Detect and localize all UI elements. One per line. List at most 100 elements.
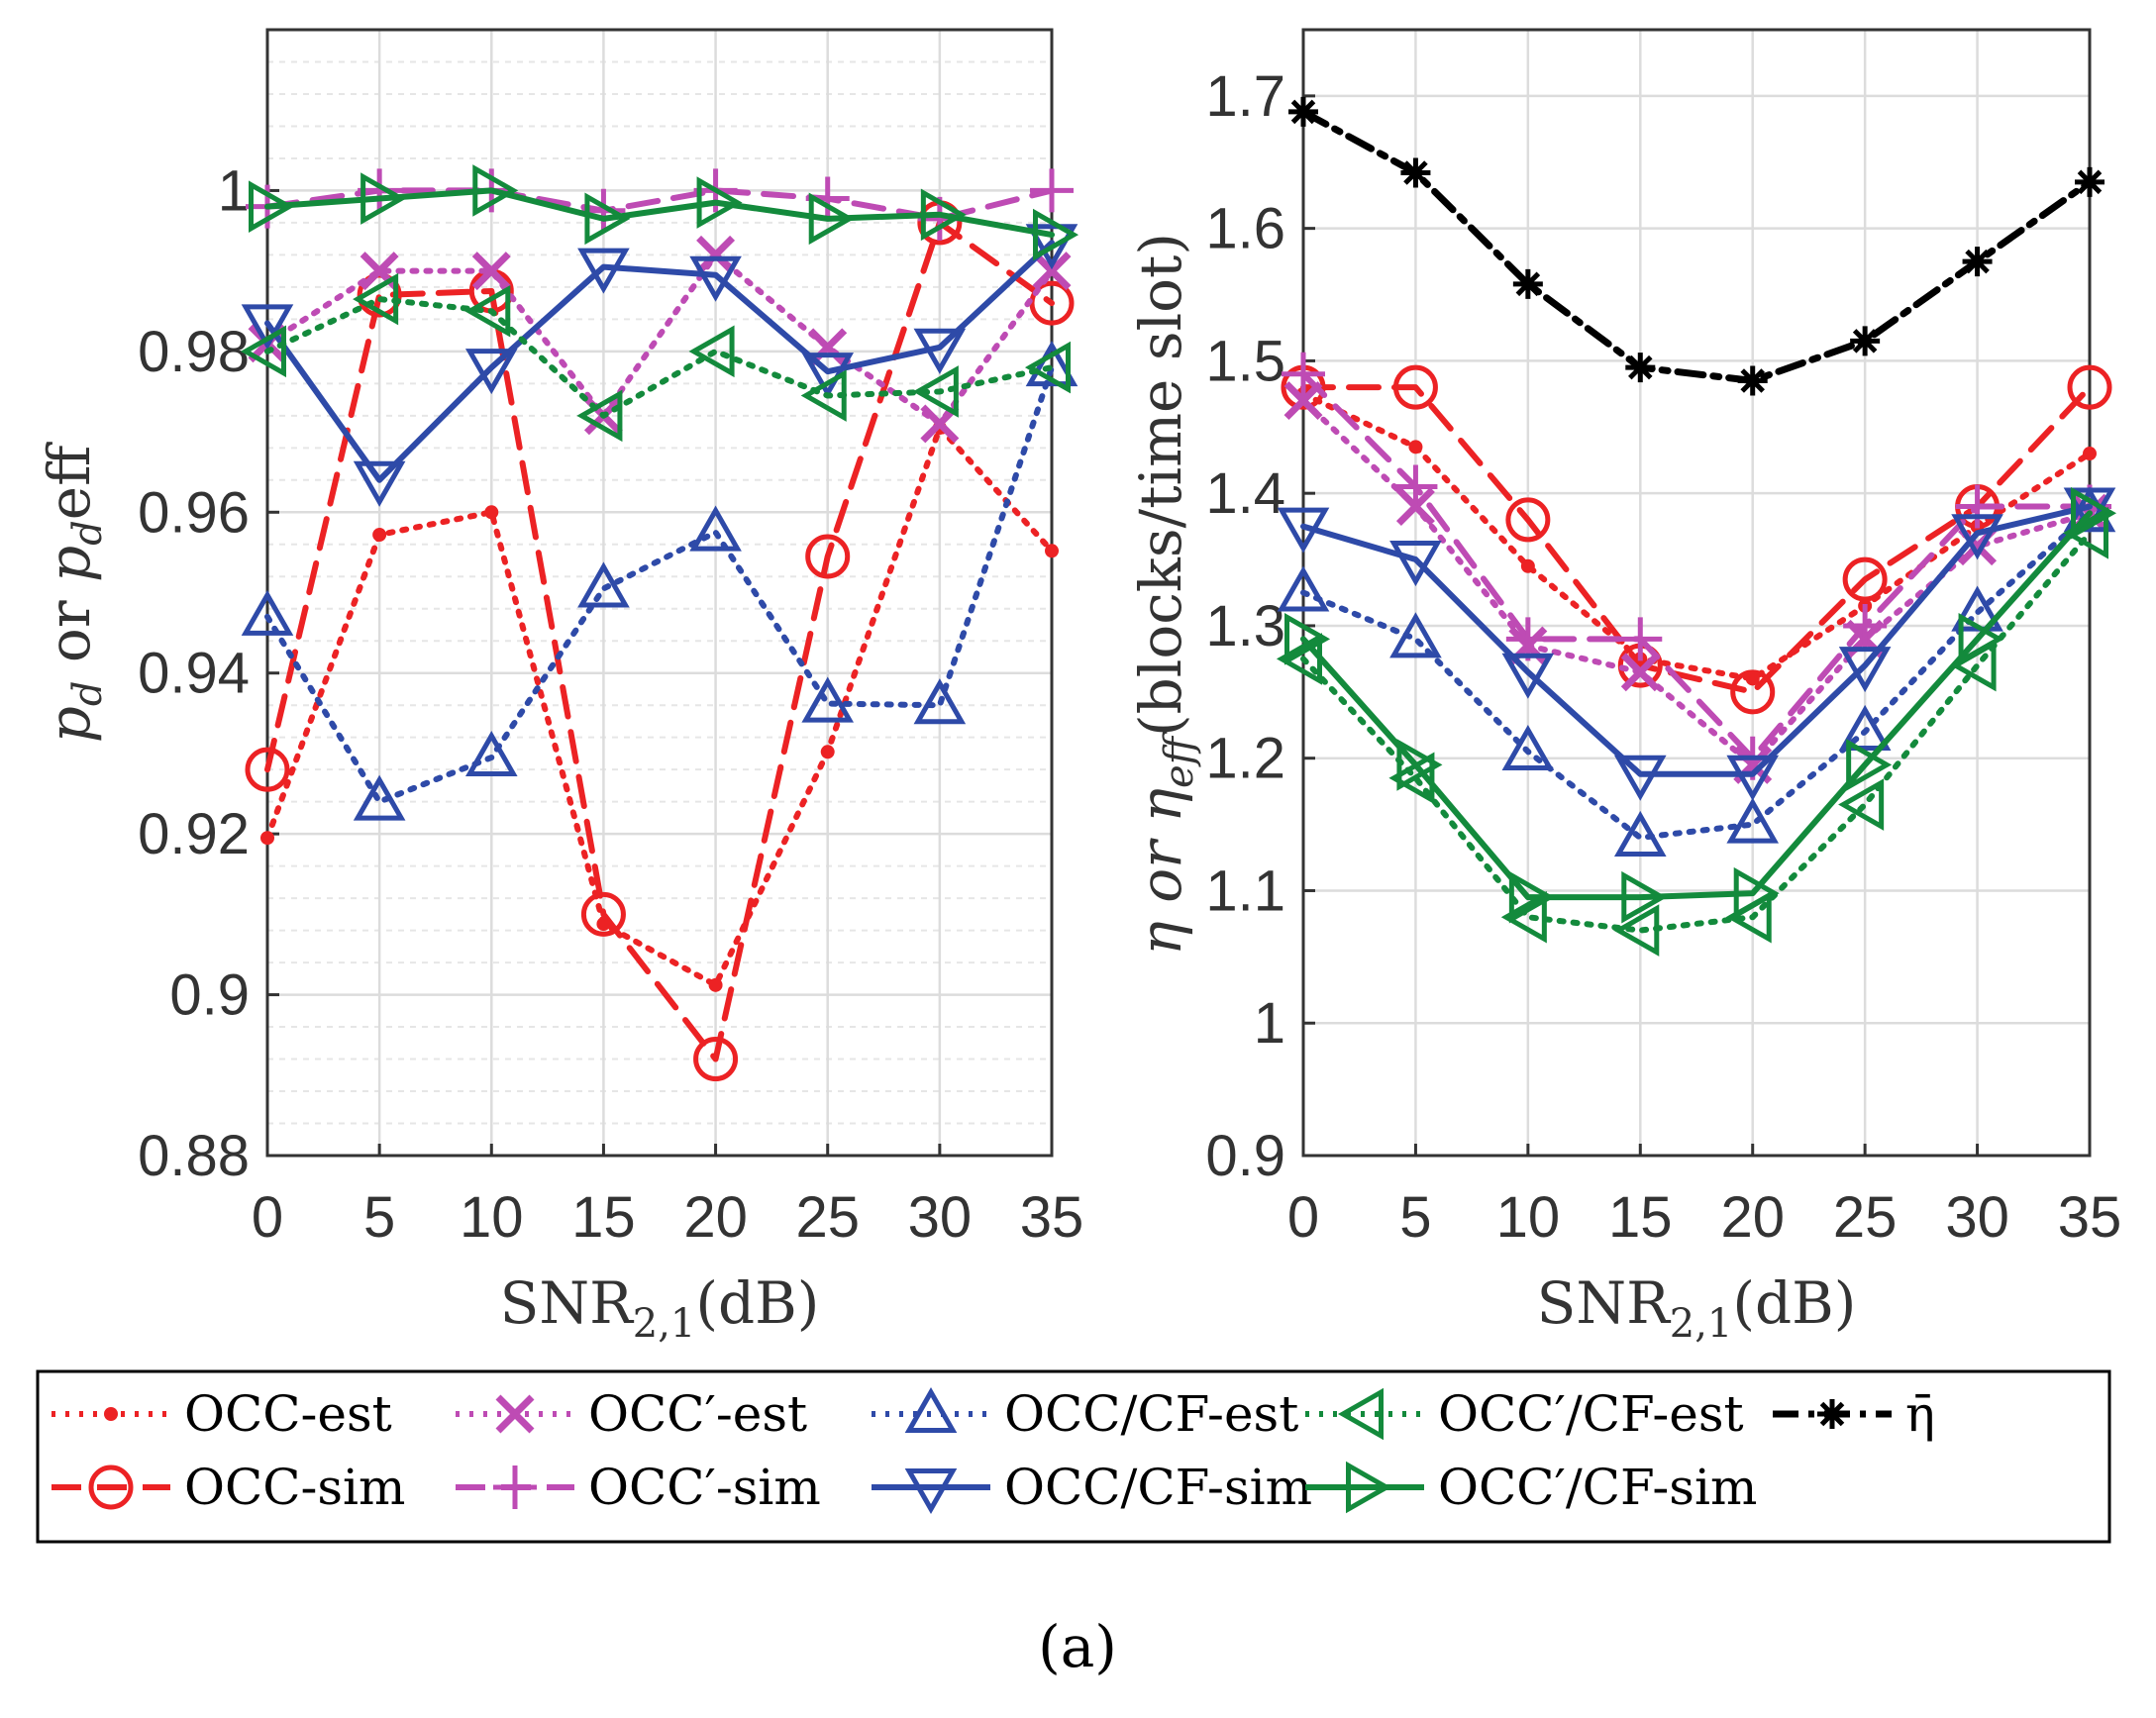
left-point-cf_est — [801, 676, 855, 723]
left-point-occ_est — [260, 831, 274, 846]
left-series-occ_est — [260, 421, 1059, 992]
right-series-cfp_sim — [1284, 486, 2117, 924]
right-x-tick-label: 0 — [1287, 1185, 1319, 1250]
left-point-cfp_sim — [1033, 208, 1079, 261]
right-point-eta — [1625, 353, 1656, 383]
legend-marker-cf_sim — [904, 1468, 958, 1515]
right-series-eta — [1288, 96, 2105, 396]
right-point-cf_est — [1389, 612, 1442, 658]
legend-item-eta: η̄ — [1773, 1385, 1935, 1443]
legend-marker-eta — [1817, 1399, 1847, 1429]
right-point-occp_est — [1620, 653, 1660, 692]
right-point-cfp_sim — [1846, 739, 1893, 791]
right-line-cf_sim — [1300, 503, 2093, 777]
right-point-occp_sim — [1282, 352, 1325, 396]
right-point-occ_est — [1408, 440, 1423, 455]
left-point-occ_sim — [693, 1037, 739, 1082]
left-point-cf_sim — [913, 328, 967, 374]
right-point-occ_sim — [1730, 669, 1776, 715]
right-point-cf_sim — [1951, 514, 2003, 560]
right-y-tick-label: 1.2 — [1205, 727, 1285, 791]
legend-item-cf_est: OCC/CF-est — [872, 1385, 1298, 1443]
legend-box — [36, 1369, 2111, 1544]
right-point-occ_sim — [2067, 364, 2112, 410]
left-y-tick-label: 0.88 — [138, 1124, 250, 1188]
right-point-eta — [1400, 157, 1431, 188]
right-y-tick-label: 1.5 — [1205, 329, 1285, 393]
right-line-eta — [1299, 108, 2094, 384]
legend-label-occ_est: OCC-est — [184, 1385, 392, 1443]
right-point-occp_sim — [1618, 617, 1663, 661]
left-point-occ_est — [484, 505, 499, 520]
left-point-cfp_sim — [696, 176, 743, 229]
right-point-occ_sim — [1842, 556, 1888, 602]
left-line-occ_est — [264, 425, 1055, 988]
legend-label-cf_est: OCC/CF-est — [1004, 1385, 1298, 1443]
left-y-tick-label: 0.94 — [138, 642, 250, 706]
left-point-cfp_est — [464, 284, 511, 338]
right-point-cfp_est — [2062, 506, 2108, 559]
legend-marker-cfp_sim — [1346, 1461, 1392, 1514]
left-x-tick-label: 25 — [795, 1185, 860, 1250]
right-point-cf_est — [1726, 797, 1780, 844]
left-point-cfp_sim — [360, 172, 407, 225]
right-line-occp_est — [1300, 397, 2093, 768]
legend-marker-occ_sim — [88, 1465, 134, 1510]
left-point-cf_est — [913, 678, 967, 725]
right-y-tick-label: 1.6 — [1205, 197, 1285, 261]
left-point-occ_sim — [245, 747, 290, 792]
right-point-eta — [2075, 166, 2105, 197]
left-point-cfp_sim — [808, 192, 855, 246]
left-y-tick-label: 0.96 — [138, 480, 250, 545]
left-line-occp_est — [264, 252, 1055, 427]
legend-label-occp_sim: OCC′-sim — [588, 1459, 821, 1516]
right-point-cf_est — [1277, 565, 1330, 612]
right-y-tick-label: 0.9 — [1205, 1124, 1285, 1188]
right-ticks: 0.9 1 1.1 1.2 1.3 1.4 1.5 1.6 1.7 0 5 10 15 20 25 30 35 — [1205, 64, 2121, 1250]
right-x-tick-label: 5 — [1399, 1185, 1431, 1250]
legend-item-occ_est: OCC-est — [51, 1385, 392, 1443]
left-series-cf_sim — [241, 224, 1078, 507]
left-point-cf_est — [689, 505, 742, 552]
right-y-tick-label: 1 — [1254, 991, 1285, 1056]
right-point-eta — [1962, 247, 1993, 277]
right-y-tick-label: 1.1 — [1205, 859, 1285, 923]
left-point-cfp_est — [800, 369, 847, 422]
right-point-cfp_sim — [1508, 870, 1555, 924]
left-point-occ_est — [1045, 544, 1059, 558]
left-point-cfp_sim — [472, 164, 519, 217]
right-point-cf_est — [1501, 724, 1555, 771]
left-point-occp_est — [696, 235, 736, 274]
legend-label-occp_est: OCC′-est — [588, 1385, 807, 1443]
left-point-cfp_est — [1024, 341, 1071, 394]
left-x-tick-label: 35 — [1020, 1185, 1084, 1250]
legend-item-occp_est: OCC′-est — [456, 1385, 807, 1443]
right-series-occ_sim — [1281, 364, 2112, 715]
legend-item-occp_sim: OCC′-sim — [456, 1459, 821, 1516]
legend-items: OCC-est OCC′-est OCC/CF-est OCC′/CF-est η̄ OC… — [51, 1385, 1935, 1516]
left-point-cfp_sim — [249, 180, 295, 233]
legend-marker-occp_est — [495, 1394, 535, 1434]
right-xlabel: SNR2,1(dB) — [1537, 1269, 1857, 1347]
right-point-eta — [1850, 326, 1881, 356]
legend-item-cfp_est: OCC′/CF-est — [1305, 1385, 1744, 1443]
right-point-cfp_sim — [1396, 739, 1443, 791]
left-point-cfp_est — [912, 365, 959, 418]
legend-marker-occ_est — [104, 1407, 118, 1421]
right-x-tick-label: 10 — [1496, 1185, 1561, 1250]
legend-label-cfp_sim: OCC′/CF-sim — [1438, 1459, 1757, 1516]
left-point-occp_est — [1032, 252, 1072, 291]
legend-marker-cfp_est — [1337, 1387, 1384, 1441]
legend-marker-occp_sim — [493, 1465, 537, 1509]
left-point-cf_sim — [577, 248, 630, 294]
right-series-cf_sim — [1277, 487, 2116, 801]
left-ylabel: pd or pdeff — [36, 442, 111, 743]
left-y-tick-label: 0.9 — [169, 963, 250, 1028]
legend-label-occ_sim: OCC-sim — [184, 1459, 405, 1516]
right-point-occ_sim — [1505, 497, 1551, 543]
right-point-cf_sim — [1389, 541, 1442, 587]
left-x-tick-label: 20 — [683, 1185, 748, 1250]
left-point-cf_sim — [689, 255, 742, 302]
left-point-cfp_sim — [584, 192, 631, 246]
